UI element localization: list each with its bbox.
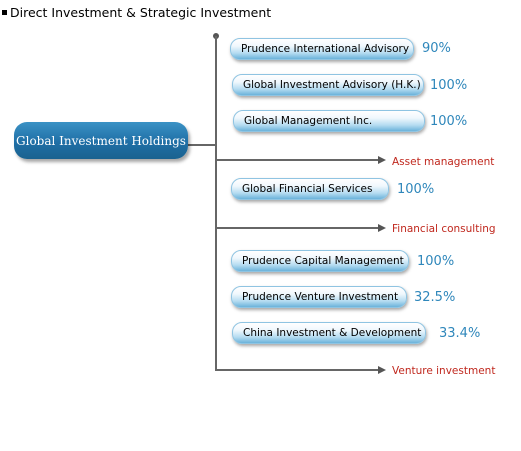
entity-ownership-percent: 100% xyxy=(430,78,468,93)
entity-ownership-percent: 90% xyxy=(422,41,451,56)
branch-line-asset-management xyxy=(216,159,378,161)
vertical-trunk-line xyxy=(215,36,217,371)
entity-label: Prudence Capital Management xyxy=(242,255,404,267)
arrow-venture-investment-icon xyxy=(378,366,386,374)
entity-label: Global Management Inc. xyxy=(244,115,373,127)
square-bullet-icon xyxy=(2,10,7,15)
branch-line-financial-consulting xyxy=(216,227,378,229)
entity-label: Prudence International Advisory xyxy=(241,43,410,55)
entity-label: Prudence Venture Investment xyxy=(242,291,399,303)
diagram-header: Direct Investment & Strategic Investment xyxy=(2,5,271,20)
root-node-global-investment-holdings: Global Investment Holdings xyxy=(14,122,188,159)
entity-node-global-financial-services: Global Financial Services xyxy=(231,178,389,200)
entity-ownership-percent: 100% xyxy=(397,182,435,197)
root-node-label: Global Investment Holdings xyxy=(16,133,186,148)
entity-node-prudence-international-advisory: Prudence International Advisory xyxy=(230,38,414,60)
diagram-title: Direct Investment & Strategic Investment xyxy=(10,5,272,20)
entity-ownership-percent: 32.5% xyxy=(414,290,456,305)
entity-ownership-percent: 100% xyxy=(417,254,455,269)
category-label-asset-management: Asset management xyxy=(392,156,495,168)
entity-node-prudence-venture-investment: Prudence Venture Investment xyxy=(231,286,407,308)
entity-ownership-percent: 100% xyxy=(430,114,468,129)
entity-node-china-investment-development: China Investment & Development xyxy=(232,322,426,344)
entity-label: Global Financial Services xyxy=(242,183,373,195)
entity-node-global-management-inc: Global Management Inc. xyxy=(233,110,425,132)
arrow-asset-management-icon xyxy=(378,156,386,164)
category-label-financial-consulting: Financial consulting xyxy=(392,223,496,235)
entity-label: China Investment & Development xyxy=(243,327,422,339)
root-connector-line xyxy=(188,144,216,146)
branch-line-venture-investment xyxy=(216,369,378,371)
entity-node-prudence-capital-management: Prudence Capital Management xyxy=(231,250,409,272)
entity-node-global-investment-advisory-hk: Global Investment Advisory (H.K.) xyxy=(232,74,424,96)
entity-ownership-percent: 33.4% xyxy=(439,326,481,341)
category-label-venture-investment: Venture investment xyxy=(392,365,496,377)
entity-label: Global Investment Advisory (H.K.) xyxy=(243,79,421,91)
arrow-financial-consulting-icon xyxy=(378,224,386,232)
